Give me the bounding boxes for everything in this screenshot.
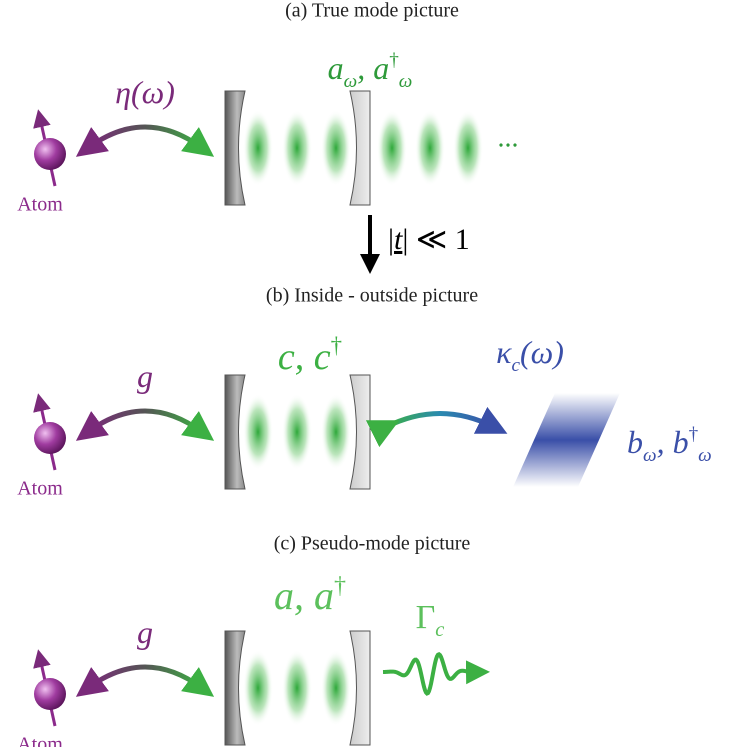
mode-blob [282, 394, 312, 470]
transition-label: |t| ≪ 1 [388, 223, 470, 256]
math-part: b [627, 424, 643, 460]
coupling-arrow [75, 408, 215, 441]
math-part: † [389, 50, 399, 71]
decay-label: κc(ω) [496, 334, 564, 376]
math-part: (ω) [131, 74, 175, 110]
atom [34, 138, 66, 170]
mirror-left [224, 630, 246, 746]
math-part: ω [344, 71, 358, 92]
mode-label: a, a† [274, 573, 346, 619]
mode-blob [243, 394, 273, 470]
coupling-label: η(ω) [115, 74, 175, 110]
math-part: , a [357, 50, 389, 86]
atom [34, 678, 66, 710]
math-part: g [137, 614, 153, 650]
mode-blob [453, 110, 483, 186]
math-part: κ [496, 334, 512, 370]
math-part: (ω) [520, 334, 564, 370]
mode-label: aω, a†ω [328, 50, 413, 92]
coupling-label: g [137, 614, 153, 650]
math-part: a [328, 50, 344, 86]
decay-arrow [365, 406, 508, 448]
math-part: † [689, 424, 699, 445]
math-part: † [331, 333, 342, 358]
coupling-label: g [137, 358, 153, 394]
atom-label: Atom [17, 734, 63, 747]
mirror-right [349, 374, 371, 490]
mode-label: c, c† [278, 333, 342, 378]
mode-blob [377, 110, 407, 186]
emission-wave [382, 651, 490, 696]
mode-blob [243, 110, 273, 186]
mirror-right [349, 90, 371, 206]
mirror-right [349, 630, 371, 746]
math-part: c, c [278, 336, 331, 378]
atom-label: Atom [17, 194, 63, 216]
mode-blob [321, 650, 351, 726]
mode-blob [321, 394, 351, 470]
math-part: † [334, 573, 346, 599]
atom-label: Atom [17, 478, 63, 500]
mode-blob [282, 650, 312, 726]
math-part: ω [698, 445, 712, 466]
bath-band [513, 393, 620, 487]
bath-label: bω, b†ω [627, 424, 712, 466]
decay-label: Γc [416, 599, 445, 641]
panel-title: (c) Pseudo-mode picture [274, 533, 471, 555]
atom [34, 422, 66, 454]
mirror-left [224, 374, 246, 490]
math-part: , b [657, 424, 689, 460]
math-part: Γ [416, 599, 436, 636]
mode-blob [321, 110, 351, 186]
mode-blob [282, 110, 312, 186]
math-part: g [137, 358, 153, 394]
ellipsis: ... [498, 122, 519, 153]
math-part: η [115, 74, 131, 110]
math-part: | ≪ 1 [402, 223, 469, 256]
panel-title: (a) True mode picture [285, 0, 459, 22]
math-part: c [435, 619, 444, 641]
coupling-arrow [75, 124, 215, 157]
math-part: c [511, 355, 520, 376]
mode-blob [415, 110, 445, 186]
math-part: ω [399, 71, 413, 92]
panel-title: (b) Inside - outside picture [266, 285, 478, 307]
mode-blob [243, 650, 273, 726]
math-part: ω [643, 445, 657, 466]
math-part: t [394, 223, 403, 256]
math-part: | [388, 223, 394, 256]
mirror-left [224, 90, 246, 206]
math-part: a, a [274, 573, 334, 618]
coupling-arrow [75, 664, 215, 697]
